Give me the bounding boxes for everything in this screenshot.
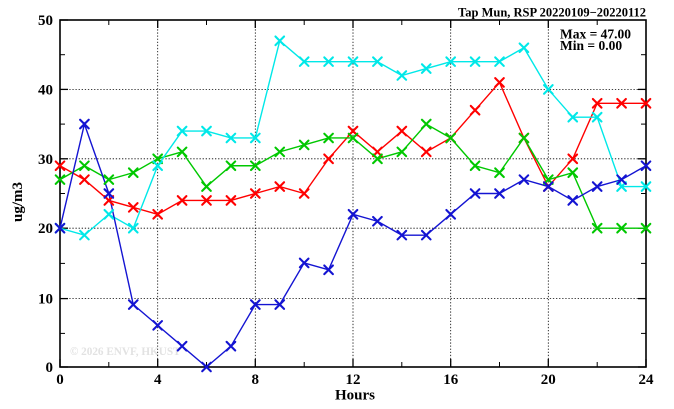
svg-text:10: 10 [38, 292, 53, 308]
svg-text:50: 50 [38, 13, 53, 29]
svg-text:20: 20 [38, 221, 53, 237]
svg-text:4: 4 [154, 372, 162, 388]
svg-text:8: 8 [252, 372, 260, 388]
svg-text:Hours: Hours [335, 388, 375, 404]
svg-text:0: 0 [46, 360, 54, 376]
svg-text:0: 0 [56, 372, 64, 388]
svg-text:30: 30 [38, 152, 53, 168]
svg-text:ug/m3: ug/m3 [10, 182, 26, 222]
svg-text:12: 12 [346, 372, 361, 388]
svg-text:16: 16 [443, 372, 459, 388]
svg-text:Tap Mun, RSP 20220109−20220112: Tap Mun, RSP 20220109−20220112 [458, 6, 646, 20]
svg-text:© 2026 ENVF, HKUST: © 2026 ENVF, HKUST [70, 346, 181, 358]
svg-text:40: 40 [38, 82, 53, 98]
svg-text:24: 24 [639, 372, 655, 388]
svg-text:20: 20 [541, 372, 556, 388]
svg-text:Min = 0.00: Min = 0.00 [560, 38, 622, 53]
